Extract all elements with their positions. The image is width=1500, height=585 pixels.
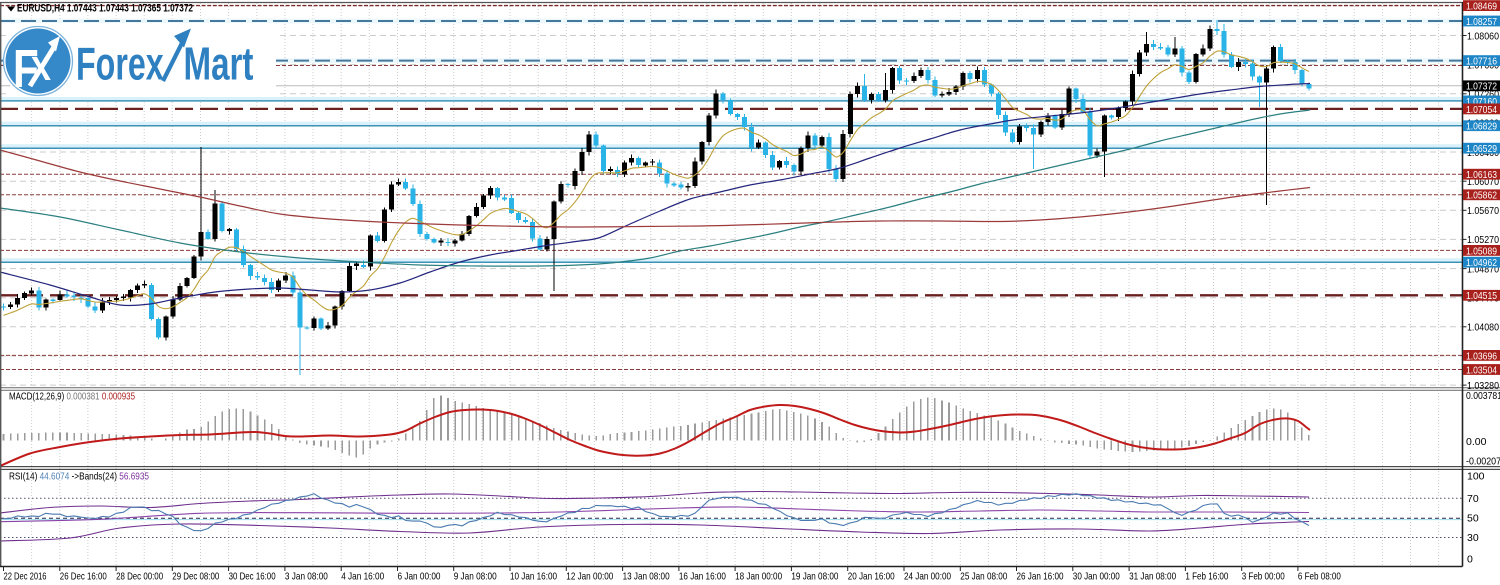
svg-text:1.08060: 1.08060: [1467, 30, 1499, 42]
svg-text:0.003781: 0.003781: [1466, 390, 1500, 402]
svg-text:6 Feb 08:00: 6 Feb 08:00: [1298, 571, 1341, 583]
svg-text:1.03504: 1.03504: [1466, 364, 1497, 376]
svg-text:3 Jan 08:00: 3 Jan 08:00: [285, 571, 328, 583]
svg-text:RSI(14) 44.6074 ->Bands(24) 5: RSI(14) 44.6074 ->Bands(24) 56.6935: [9, 471, 149, 483]
svg-text:Forex: Forex: [76, 39, 164, 90]
svg-text:1.04515: 1.04515: [1466, 290, 1497, 302]
svg-text:12 Jan 00:00: 12 Jan 00:00: [566, 571, 613, 583]
svg-text:31 Jan 08:00: 31 Jan 08:00: [1129, 571, 1176, 583]
svg-text:25 Jan 08:00: 25 Jan 08:00: [960, 571, 1007, 583]
svg-text:1.04080: 1.04080: [1467, 322, 1499, 334]
svg-text:EURUSD,H4 1.07443 1.07443 1.0: EURUSD,H4 1.07443 1.07443 1.07365 1.0737…: [17, 3, 193, 15]
svg-text:1.05862: 1.05862: [1466, 190, 1497, 202]
svg-text:13 Jan 08:00: 13 Jan 08:00: [623, 571, 670, 583]
svg-text:26 Jan 16:00: 26 Jan 16:00: [1017, 571, 1064, 583]
svg-text:3 Feb 00:00: 3 Feb 00:00: [1242, 571, 1285, 583]
svg-text:1.06829: 1.06829: [1466, 121, 1497, 133]
svg-text:1.05270: 1.05270: [1467, 234, 1499, 246]
svg-text:1.07716: 1.07716: [1466, 56, 1497, 68]
svg-text:MACD(12,26,9) 0.000381 0.00093: MACD(12,26,9) 0.000381 0.000935: [9, 391, 135, 403]
svg-text:-0.002078: -0.002078: [1466, 456, 1500, 468]
svg-text:1.03696: 1.03696: [1466, 350, 1497, 362]
svg-text:16 Jan 16:00: 16 Jan 16:00: [679, 571, 726, 583]
svg-text:18 Jan 00:00: 18 Jan 00:00: [735, 571, 782, 583]
svg-text:6 Jan 00:00: 6 Jan 00:00: [398, 571, 441, 583]
svg-text:9 Jan 08:00: 9 Jan 08:00: [454, 571, 497, 583]
svg-text:70: 70: [1467, 493, 1479, 505]
svg-text:1.05670: 1.05670: [1467, 205, 1499, 217]
svg-text:30 Jan 00:00: 30 Jan 00:00: [1073, 571, 1120, 583]
svg-text:50: 50: [1467, 513, 1479, 525]
svg-text:0.00: 0.00: [1466, 436, 1487, 448]
svg-text:1.03280: 1.03280: [1467, 380, 1499, 392]
svg-text:100: 100: [1467, 471, 1485, 483]
svg-text:1.08469: 1.08469: [1466, 1, 1497, 13]
svg-text:19 Jan 08:00: 19 Jan 08:00: [791, 571, 838, 583]
svg-text:20 Jan 16:00: 20 Jan 16:00: [848, 571, 895, 583]
svg-text:1.07054: 1.07054: [1466, 104, 1497, 116]
svg-text:10 Jan 16:00: 10 Jan 16:00: [510, 571, 557, 583]
svg-text:22 Dec 2016: 22 Dec 2016: [4, 571, 47, 583]
svg-text:30: 30: [1467, 532, 1479, 544]
svg-text:F: F: [13, 39, 39, 99]
svg-text:1.04962: 1.04962: [1466, 257, 1497, 269]
svg-text:24 Jan 00:00: 24 Jan 00:00: [904, 571, 951, 583]
svg-text:4 Jan 16:00: 4 Jan 16:00: [341, 571, 384, 583]
svg-text:0: 0: [1467, 554, 1473, 566]
svg-text:28 Dec 00:00: 28 Dec 00:00: [116, 571, 163, 583]
svg-text:Mart: Mart: [184, 39, 254, 89]
svg-text:26 Dec 16:00: 26 Dec 16:00: [60, 571, 107, 583]
svg-text:1.07372: 1.07372: [1466, 81, 1497, 93]
svg-text:29 Dec 08:00: 29 Dec 08:00: [172, 571, 219, 583]
svg-text:1.05089: 1.05089: [1466, 245, 1497, 257]
svg-text:1.06163: 1.06163: [1466, 169, 1497, 181]
svg-text:1.06529: 1.06529: [1466, 143, 1497, 155]
svg-text:30 Dec 16:00: 30 Dec 16:00: [229, 571, 276, 583]
svg-text:1.08257: 1.08257: [1466, 16, 1497, 28]
svg-text:1 Feb 16:00: 1 Feb 16:00: [1185, 571, 1228, 583]
